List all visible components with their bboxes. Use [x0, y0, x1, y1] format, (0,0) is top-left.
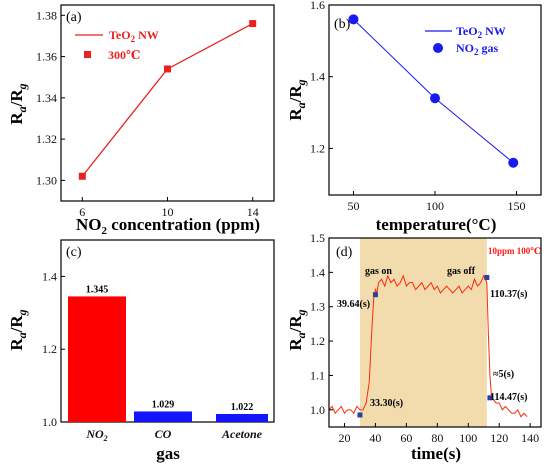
panel-a-ytick-label: 1.38: [36, 8, 57, 22]
panel-a-xtick-label: 10: [162, 205, 174, 219]
panel-b-letter: (b): [334, 17, 351, 32]
panel-a-ytick-label: 1.34: [36, 91, 57, 105]
panel-d-annotation-gas-off: gas off: [447, 266, 476, 277]
panel-c-y-ticks: 1.0 1.2 1.4: [42, 269, 65, 429]
panel-b-data-point: [348, 14, 359, 25]
panel-d-marker-point: [487, 395, 493, 401]
panel-b-ytick-label: 1.4: [310, 70, 325, 84]
panel-d-xtick-label: 100: [459, 431, 477, 445]
panel-d-plot: [328, 238, 528, 427]
panel-a-x-ticks: 6 10 14: [79, 197, 259, 219]
panel-c-ytick-label: 1.0: [42, 415, 57, 429]
panel-d-annotations: gas on gas off 39.64(s) 33.30(s) 110.37(…: [337, 266, 528, 409]
panel-d-condition-label: 10ppm 100℃: [488, 246, 541, 256]
panel-d-ytick-label: 1.2: [310, 334, 325, 348]
panel-c-letter: (c): [66, 245, 82, 260]
panel-b: (b) 1.2 1.4 1.6 50 100 150 TeO2 NW NO2 gas R…: [286, 0, 542, 234]
panel-b-ytick-label: 1.2: [310, 141, 325, 155]
panel-d-ytick-label: 1.1: [310, 368, 325, 382]
panel-c-category-acetone: Acetone: [221, 427, 263, 441]
panel-b-data-point: [508, 157, 519, 168]
panel-a-series-line: [81, 22, 254, 177]
panel-d-marker-point: [484, 275, 490, 281]
panel-a-legend-series: TeO2 NW: [109, 28, 159, 44]
panel-a-ylabel: Ra/Rg: [7, 83, 29, 124]
panel-c-ytick-label: 1.2: [42, 342, 57, 356]
panel-d-annotation-33: 33.30(s): [370, 398, 403, 409]
panel-c-plot: 1.345 1.029 1.022: [68, 284, 268, 422]
panel-d-gas-exposure-region: [359, 238, 487, 427]
panel-d-xtick-label: 20: [338, 431, 350, 445]
panel-a-xtick-label: 14: [247, 205, 259, 219]
panel-d-ytick-label: 1.4: [310, 265, 325, 279]
panel-a-letter: (a): [66, 10, 82, 25]
panel-d-annotation-110: 110.37(s): [490, 289, 528, 300]
panel-b-x-ticks: 50 100 150: [347, 191, 526, 213]
panel-d-plot-frame: [328, 237, 542, 428]
panel-d-marker-point: [357, 412, 363, 418]
panel-d-annotation-gas-on: gas on: [365, 266, 392, 277]
panel-d-marker-point: [372, 292, 378, 298]
panel-a-y-ticks: 1.30 1.32 1.34 1.36 1.38: [36, 8, 65, 187]
panel-d-ylabel: Ra/Rg: [286, 309, 308, 350]
panel-a: (a) 1.30 1.32 1.34 1.36 1.38 6 10 14 TeO2 NW 3…: [7, 4, 275, 237]
panel-a-legend-marker-label: 300℃: [108, 48, 140, 62]
panel-a-xtick-label: 6: [79, 205, 85, 219]
panel-a-legend-marker-swatch: [84, 51, 91, 58]
panel-b-data-point: [430, 93, 440, 104]
panel-c-ylabel: Ra/Rg: [7, 309, 29, 350]
panel-b-legend: TeO2 NW NO2 gas: [425, 24, 506, 57]
panel-c-bar-2: [134, 411, 192, 422]
panel-b-ytick-label: 1.6: [310, 0, 325, 12]
panel-a-data-point: [249, 20, 257, 28]
panel-d-xtick-label: 120: [490, 431, 508, 445]
panel-c-ytick-label: 1.4: [42, 269, 57, 283]
panel-d-ytick-label: 1.3: [310, 300, 325, 314]
panel-c-bar-value-label: 1.022: [231, 402, 254, 413]
panel-c-bar-value-label: 1.345: [86, 284, 109, 295]
panel-d-annotation-114: 114.47(s): [490, 392, 528, 403]
panel-b-xlabel: temperature(°C): [376, 215, 497, 234]
panel-b-legend-marker-swatch: [433, 43, 443, 53]
panel-d: (d) 1.0 1.1 1.2 1.3 1.4 1.5 20 40 60 80 100 120 140…: [286, 231, 542, 463]
panel-a-ytick-label: 1.30: [36, 173, 57, 187]
panel-c-category-labels: NO2 CO Acetone: [85, 427, 262, 443]
panel-c-category-no2: NO2: [85, 427, 107, 443]
panel-d-ytick-label: 1.0: [310, 403, 325, 417]
panel-a-ytick-label: 1.36: [36, 50, 57, 64]
panel-a-xlabel: NO2 concentration (ppm): [76, 215, 260, 237]
panel-d-annotation-39: 39.64(s): [337, 299, 370, 310]
panel-b-legend-marker-label: NO2 gas: [456, 41, 499, 57]
panel-b-xtick-label: 50: [347, 199, 359, 213]
panel-c-bar-3: [216, 413, 268, 422]
panel-d-y-ticks: 1.0 1.1 1.2 1.3 1.4 1.5: [310, 231, 333, 417]
panel-b-plot: [348, 14, 519, 168]
panel-d-annotation-5s: ≈5(s): [493, 369, 514, 380]
panel-a-data-point: [78, 172, 86, 180]
panel-a-plot: [78, 20, 257, 180]
panel-b-xtick-label: 100: [426, 199, 444, 213]
panel-c-category-co: CO: [155, 427, 172, 441]
panel-d-letter: (d): [336, 245, 353, 260]
panel-d-xtick-label: 60: [400, 431, 412, 445]
panel-b-xtick-label: 150: [508, 199, 526, 213]
panel-a-data-point: [164, 65, 171, 73]
panel-b-legend-series: TeO2 NW: [456, 24, 506, 40]
panel-d-xtick-label: 40: [369, 431, 381, 445]
panel-d-xlabel: time(s): [411, 444, 461, 463]
panel-b-y-ticks: 1.2 1.4 1.6: [310, 0, 333, 155]
panel-c: (c) 1.0 1.2 1.4 1.345 1.029 1.022 NO2 CO Ace…: [7, 239, 275, 463]
panel-d-xtick-label: 140: [521, 431, 539, 445]
panel-b-ylabel: Ra/Rg: [286, 79, 308, 120]
panel-d-xtick-label: 80: [431, 431, 443, 445]
panel-c-bar-1: [68, 296, 126, 422]
panel-a-legend: TeO2 NW 300℃: [75, 28, 159, 62]
panel-c-xlabel: gas: [156, 444, 180, 463]
panel-d-x-ticks: 20 40 60 80 100 120 140: [338, 423, 539, 445]
panel-a-ytick-label: 1.32: [36, 132, 57, 146]
panel-d-ytick-label: 1.5: [310, 231, 325, 245]
panel-c-bar-value-label: 1.029: [152, 399, 175, 410]
